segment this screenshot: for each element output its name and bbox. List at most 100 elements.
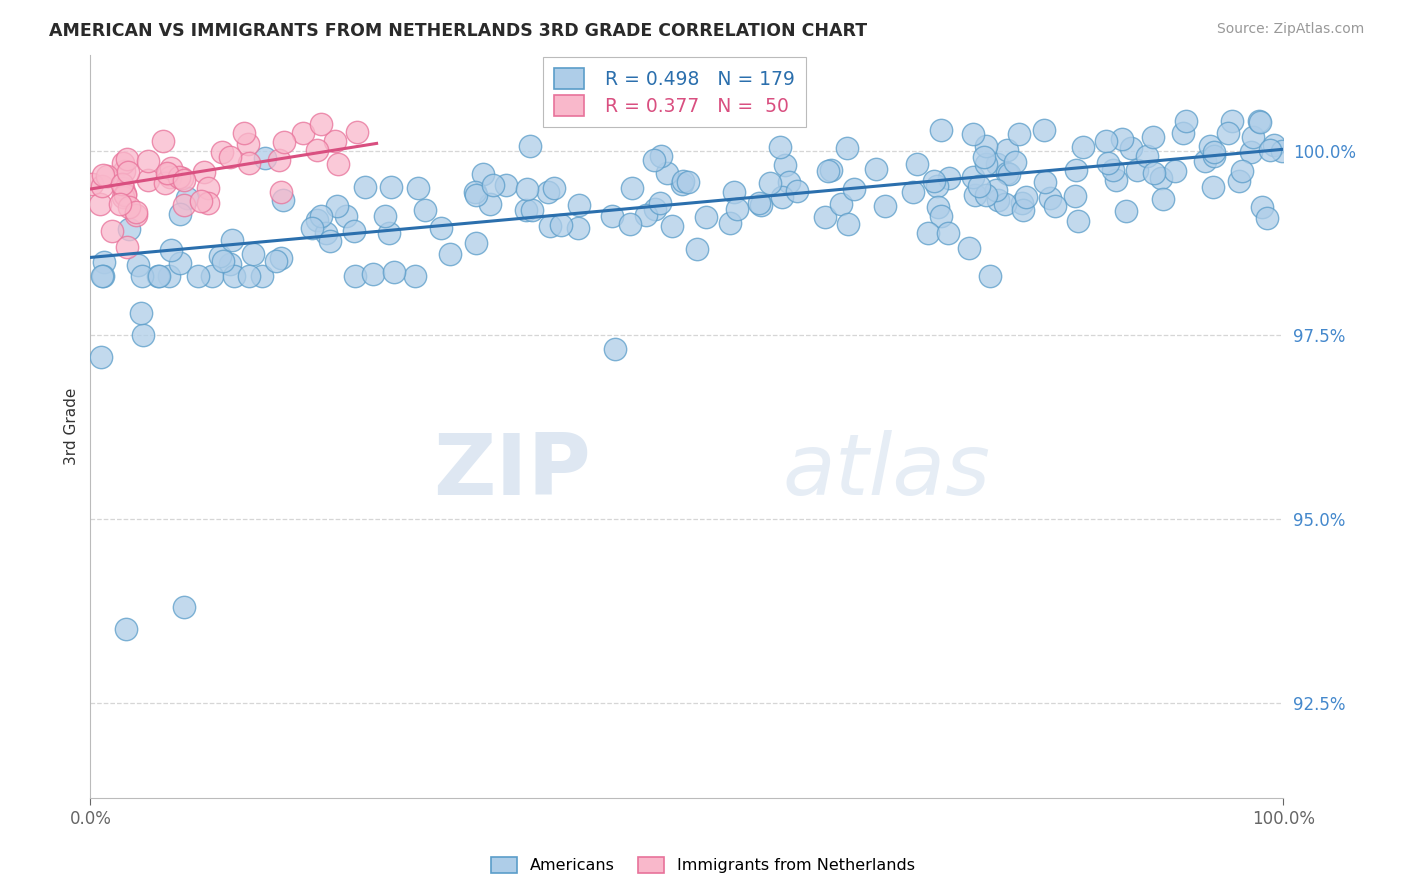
Point — [169, 256, 191, 270]
Point — [516, 182, 538, 196]
Point — [905, 157, 928, 171]
Point — [963, 188, 986, 202]
Point — [1143, 166, 1166, 180]
Point — [430, 220, 453, 235]
Point — [404, 268, 426, 283]
Point — [1043, 199, 1066, 213]
Point — [173, 198, 195, 212]
Point — [671, 177, 693, 191]
Point — [865, 161, 887, 176]
Point — [1263, 138, 1285, 153]
Point — [343, 224, 366, 238]
Point — [1150, 170, 1173, 185]
Point — [1011, 195, 1033, 210]
Point — [1194, 153, 1216, 168]
Point — [986, 157, 1008, 171]
Point — [112, 181, 135, 195]
Point — [125, 204, 148, 219]
Point — [1249, 115, 1271, 129]
Y-axis label: 3rd Grade: 3rd Grade — [65, 388, 79, 466]
Point — [994, 196, 1017, 211]
Point — [242, 247, 264, 261]
Point — [89, 196, 111, 211]
Point — [132, 327, 155, 342]
Point — [236, 136, 259, 151]
Point — [148, 268, 170, 283]
Point — [619, 217, 641, 231]
Point — [465, 188, 488, 202]
Point — [936, 227, 959, 241]
Point — [114, 186, 136, 201]
Point — [382, 265, 405, 279]
Point — [644, 202, 666, 217]
Point — [159, 170, 181, 185]
Point — [650, 149, 672, 163]
Point — [1256, 211, 1278, 226]
Point — [218, 150, 240, 164]
Point — [125, 207, 148, 221]
Point — [1095, 134, 1118, 148]
Point — [307, 212, 329, 227]
Point — [1171, 126, 1194, 140]
Point — [1097, 155, 1119, 169]
Point — [472, 167, 495, 181]
Point — [252, 268, 274, 283]
Point — [1066, 162, 1088, 177]
Legend:  R = 0.498   N = 179,  R = 0.377   N =  50: R = 0.498 N = 179, R = 0.377 N = 50 — [543, 57, 807, 128]
Point — [522, 202, 544, 217]
Point — [1067, 214, 1090, 228]
Point — [1227, 173, 1250, 187]
Point — [676, 175, 699, 189]
Point — [600, 209, 623, 223]
Point — [264, 254, 287, 268]
Point — [211, 145, 233, 159]
Point — [301, 220, 323, 235]
Point — [101, 224, 124, 238]
Point — [1251, 200, 1274, 214]
Point — [478, 197, 501, 211]
Point — [187, 268, 209, 283]
Point — [233, 126, 256, 140]
Point — [153, 177, 176, 191]
Point — [115, 152, 138, 166]
Point — [335, 210, 357, 224]
Point — [1033, 175, 1056, 189]
Text: atlas: atlas — [782, 430, 990, 513]
Point — [160, 243, 183, 257]
Point — [309, 209, 332, 223]
Point — [96, 169, 118, 183]
Point — [108, 196, 131, 211]
Point — [1202, 179, 1225, 194]
Point — [413, 202, 436, 217]
Point — [138, 153, 160, 168]
Point — [111, 178, 134, 192]
Point — [817, 164, 839, 178]
Point — [1175, 114, 1198, 128]
Point — [408, 181, 430, 195]
Point — [603, 343, 626, 357]
Point — [661, 219, 683, 233]
Point — [131, 268, 153, 283]
Point — [439, 247, 461, 261]
Point — [1152, 192, 1174, 206]
Text: ZIP: ZIP — [433, 430, 592, 513]
Point — [650, 196, 672, 211]
Point — [643, 153, 665, 168]
Point — [212, 253, 235, 268]
Point — [1204, 145, 1226, 159]
Point — [190, 194, 212, 208]
Point — [875, 199, 897, 213]
Point — [568, 198, 591, 212]
Point — [814, 210, 837, 224]
Point — [979, 268, 1001, 283]
Point — [270, 185, 292, 199]
Point — [91, 268, 114, 283]
Point — [1071, 139, 1094, 153]
Point — [837, 217, 859, 231]
Point — [1032, 123, 1054, 137]
Point — [307, 143, 329, 157]
Text: Source: ZipAtlas.com: Source: ZipAtlas.com — [1216, 22, 1364, 37]
Point — [118, 200, 141, 214]
Point — [1204, 149, 1226, 163]
Point — [962, 169, 984, 184]
